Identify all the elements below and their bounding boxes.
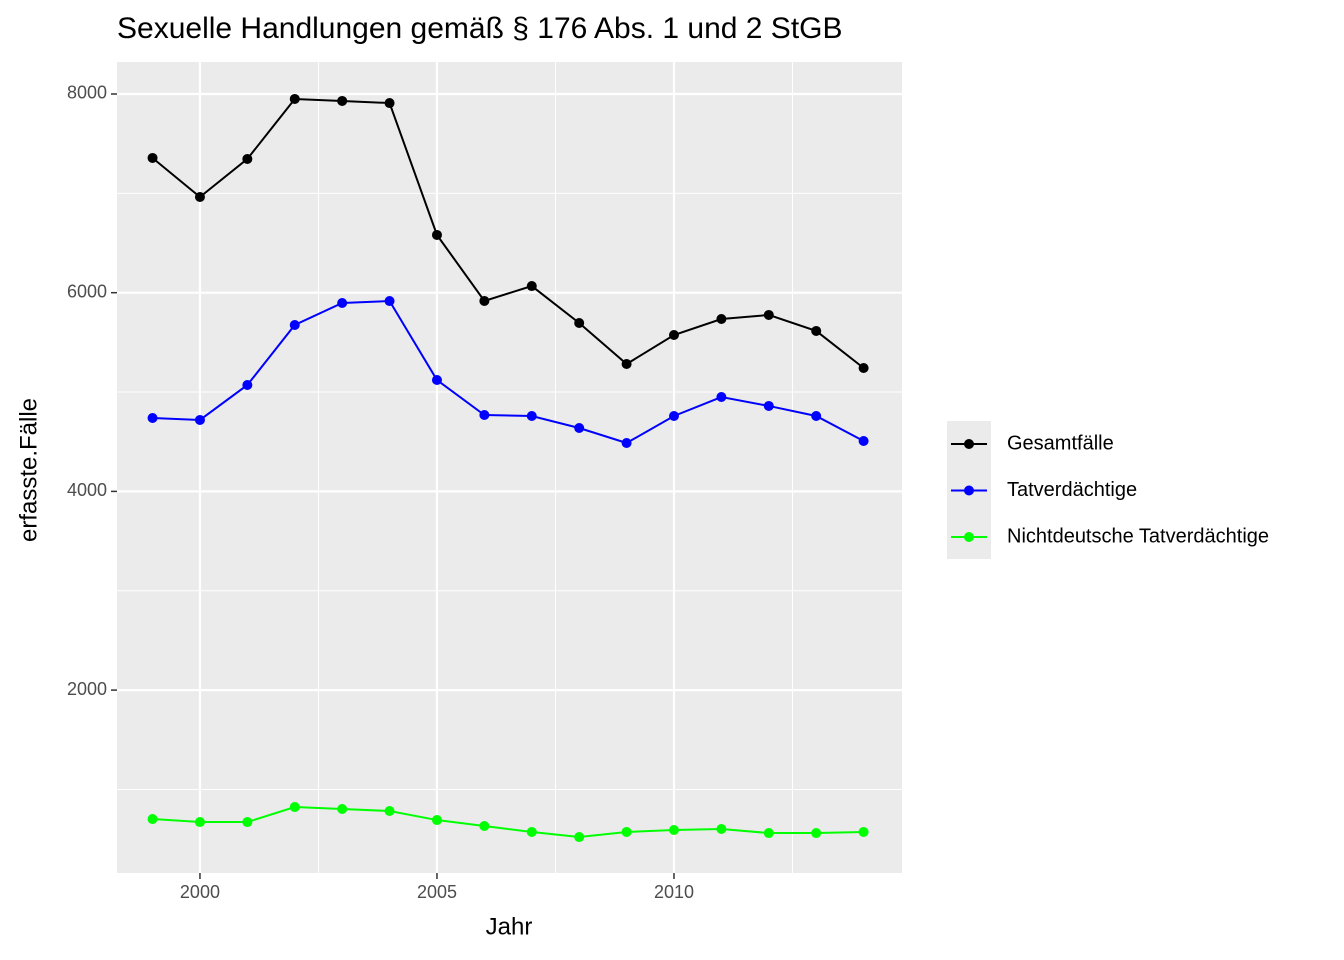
point: [574, 317, 585, 328]
point: [716, 314, 727, 325]
point: [384, 296, 395, 307]
legend-label: Tatverdächtige: [1007, 479, 1137, 501]
point: [668, 330, 679, 341]
point: [858, 436, 869, 447]
point: [668, 824, 679, 835]
legend-label: Gesamtfälle: [1007, 432, 1114, 454]
point: [526, 410, 537, 421]
point: [384, 98, 395, 109]
point: [479, 409, 490, 420]
series-line: [152, 300, 865, 445]
point: [147, 152, 158, 163]
point: [479, 821, 490, 832]
point: [242, 379, 253, 390]
point: [337, 298, 348, 309]
point: [431, 375, 442, 386]
legend-key-point: [964, 485, 974, 496]
point: [479, 295, 490, 306]
y-tick-label: 4000: [67, 480, 107, 500]
panel: [117, 62, 902, 873]
point: [858, 826, 869, 837]
point: [242, 817, 253, 828]
y-axis-title: erfasste.Fälle: [15, 398, 42, 542]
point: [668, 410, 679, 421]
point: [858, 363, 869, 374]
series-line: [151, 97, 865, 369]
y-tick-label: 2000: [67, 679, 107, 699]
point: [289, 93, 300, 104]
point: [716, 823, 727, 834]
point: [526, 826, 537, 837]
point: [763, 309, 774, 320]
legend-key-point: [964, 532, 974, 542]
legend-label: Nichtdeutsche Tatverdächtige: [1007, 525, 1269, 547]
y-tick-label: 6000: [67, 281, 107, 301]
point: [431, 229, 442, 240]
point: [811, 325, 822, 336]
point: [763, 400, 774, 411]
point: [526, 281, 537, 292]
point: [289, 802, 300, 813]
point: [337, 95, 348, 106]
point: [811, 410, 822, 421]
point: [811, 828, 822, 839]
chart-title: Sexuelle Handlungen gemäß § 176 Abs. 1 u…: [117, 12, 843, 45]
x-tick-label: 2005: [417, 882, 457, 902]
point: [621, 359, 632, 370]
series-line: [152, 806, 864, 839]
point: [384, 806, 395, 817]
point: [431, 815, 442, 826]
point: [194, 817, 205, 828]
point: [621, 438, 632, 449]
point: [147, 412, 158, 423]
point: [716, 392, 727, 403]
point: [242, 153, 253, 164]
x-tick-label: 2010: [654, 882, 694, 902]
point: [194, 192, 205, 203]
y-tick-label: 8000: [67, 83, 107, 103]
legend-key-point: [964, 439, 974, 449]
point: [621, 826, 632, 837]
x-axis-title: Jahr: [486, 913, 533, 940]
point: [574, 423, 585, 434]
point: [289, 319, 300, 330]
point: [194, 414, 205, 425]
point: [147, 814, 158, 825]
point: [763, 828, 774, 839]
point: [337, 804, 348, 815]
point: [574, 832, 585, 843]
x-tick-label: 2000: [180, 882, 220, 902]
